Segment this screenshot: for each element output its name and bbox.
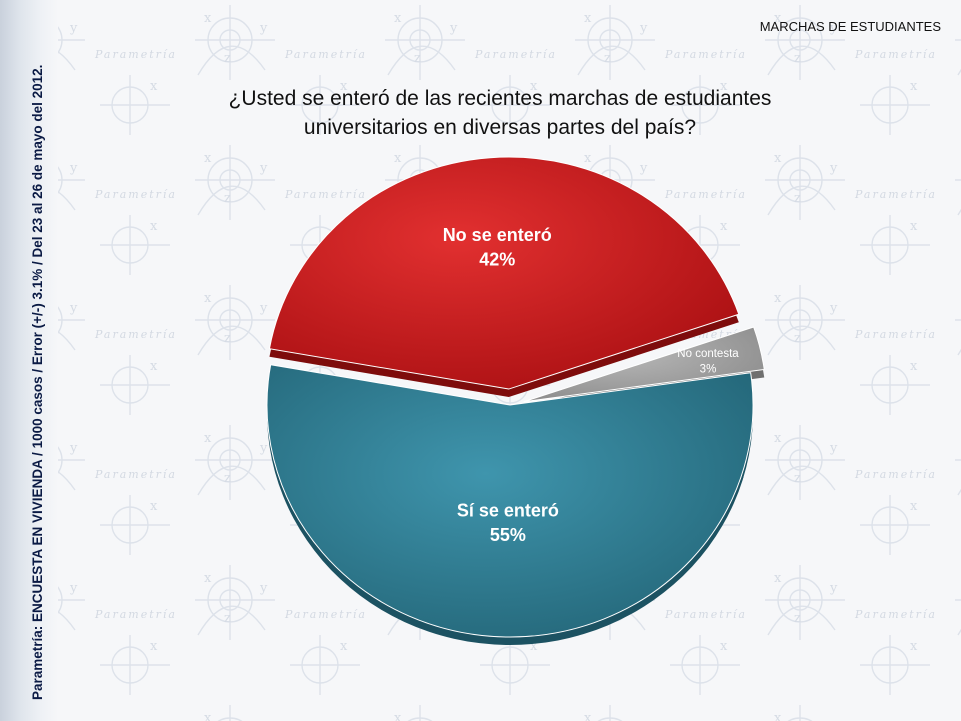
side-strip <box>0 0 58 721</box>
pie-slice-no-se-entero <box>268 156 740 390</box>
section-title: MARCHAS DE ESTUDIANTES <box>759 19 941 34</box>
slice-value-si-se-entero: 55% <box>490 525 526 545</box>
pie-slice-no-contesta <box>523 326 765 403</box>
slice-label-no-se-entero: No se enteró <box>443 225 552 245</box>
chart-title-line-1: ¿Usted se enteró de las recientes marcha… <box>228 87 772 110</box>
slice-value-no-se-entero: 42% <box>479 249 515 269</box>
slice-label-si-se-entero: Sí se enteró <box>457 500 559 520</box>
pie-slice-si-se-entero <box>266 364 754 638</box>
chart-title-line-2: universitarios en diversas partes del pa… <box>303 116 697 139</box>
slice-label-no-contesta: No contesta <box>677 348 739 360</box>
slice-value-no-contesta: 3% <box>700 363 717 375</box>
chart-title: ¿Usted se enteró de las recientes marcha… <box>200 84 800 142</box>
